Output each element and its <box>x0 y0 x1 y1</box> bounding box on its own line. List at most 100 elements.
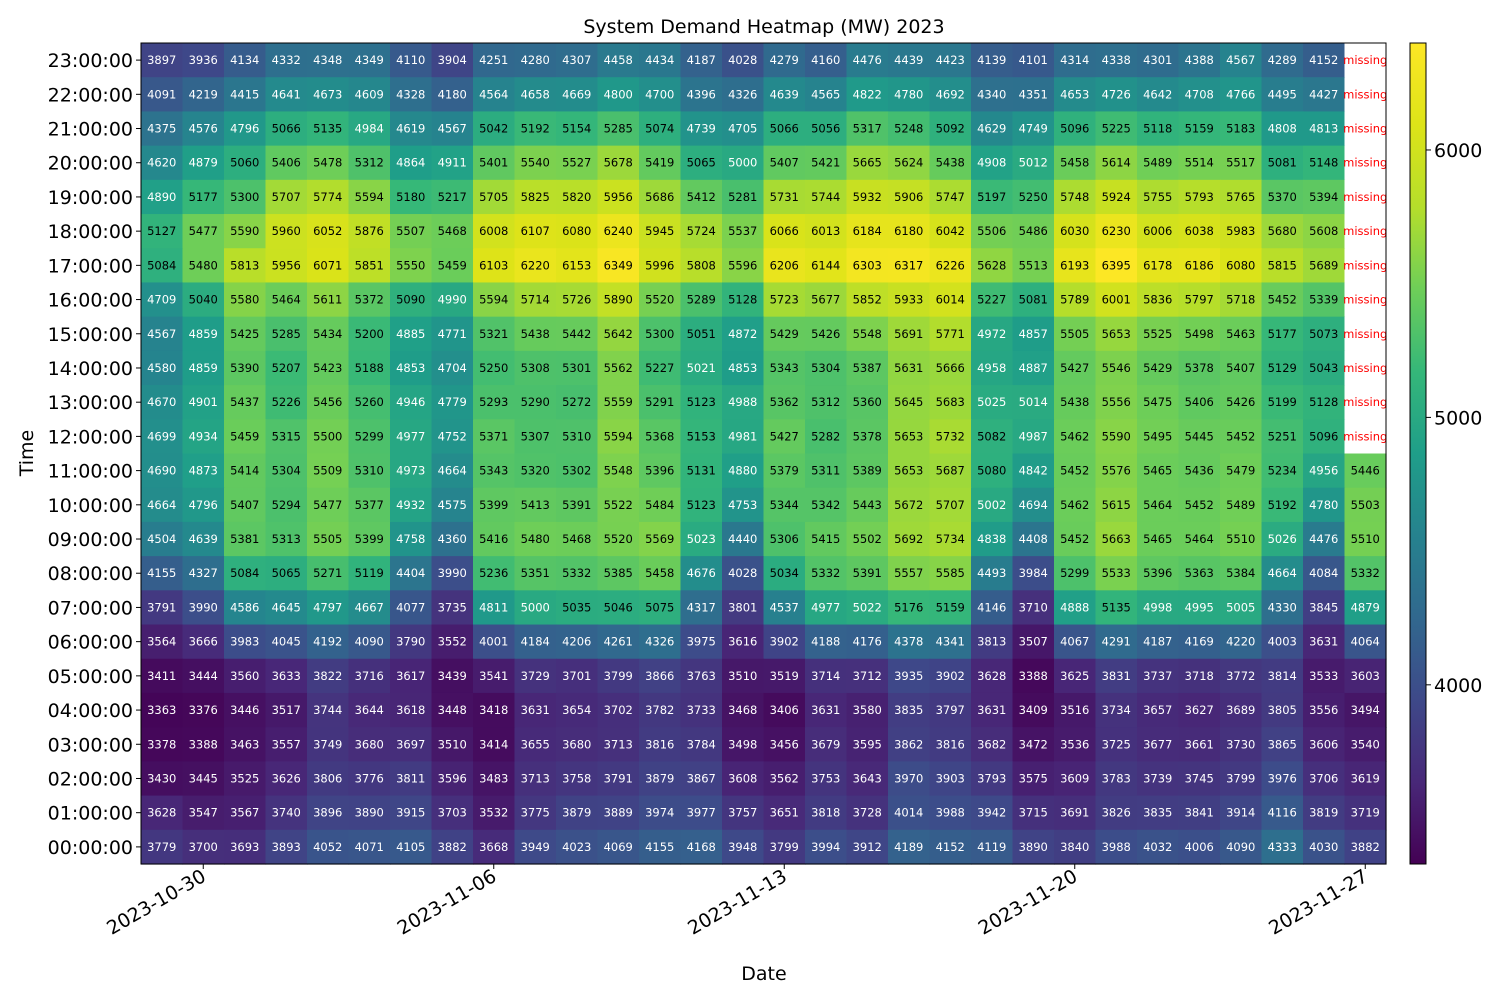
heatmap-cell-label: 3879 <box>645 771 674 785</box>
heatmap-cell <box>888 795 931 831</box>
heatmap-cell-label: 6349 <box>604 258 633 272</box>
heatmap-cell <box>639 487 682 523</box>
heatmap-cell-label: 3814 <box>1268 669 1297 683</box>
heatmap-cell <box>971 761 1014 797</box>
heatmap-cell-label: 5317 <box>853 122 882 136</box>
heatmap-cell-label: 4853 <box>728 361 757 375</box>
heatmap-cell <box>1012 727 1055 762</box>
heatmap-cell-label: 5705 <box>479 190 508 204</box>
heatmap-cell <box>1012 145 1055 181</box>
heatmap-cell <box>1137 624 1180 660</box>
heatmap-cell-label: 5081 <box>1019 293 1048 307</box>
heatmap-cell <box>224 316 267 352</box>
heatmap-cell-label: 3616 <box>728 635 757 649</box>
heatmap-cell-label: missing <box>1343 293 1387 307</box>
heatmap-cell <box>971 385 1014 420</box>
heatmap-cell <box>141 590 184 626</box>
heatmap-cell <box>390 111 433 147</box>
heatmap-cell-label: 5510 <box>1351 532 1380 546</box>
heatmap-cell-label: 5304 <box>811 361 840 375</box>
heatmap-cell-label: 5520 <box>645 293 674 307</box>
heatmap-cell <box>265 214 308 249</box>
heatmap-cell <box>971 795 1014 831</box>
heatmap-cell <box>1012 316 1055 352</box>
heatmap-cell <box>763 727 806 762</box>
x-tick-label: 2023-11-20 <box>975 865 1082 939</box>
heatmap-cell-label: 5459 <box>438 258 467 272</box>
heatmap-cell-label: 3657 <box>1143 703 1172 717</box>
heatmap-cell-label: 4586 <box>230 600 259 614</box>
heatmap-cell-label: 3519 <box>770 669 799 683</box>
heatmap-cell <box>597 179 640 215</box>
heatmap-cell <box>1054 487 1097 523</box>
heatmap-cell-label: 5351 <box>521 566 550 580</box>
heatmap-cell-label: 5312 <box>355 156 384 170</box>
heatmap-cell-label: 3811 <box>396 771 425 785</box>
heatmap-cell-label: 5379 <box>770 464 799 478</box>
heatmap-cell-label: 3603 <box>1351 669 1380 683</box>
heatmap-cell-label: 4261 <box>604 635 633 649</box>
heatmap-cell-label: 5391 <box>853 566 882 580</box>
heatmap-cell-label: 5825 <box>521 190 550 204</box>
heatmap-cell <box>431 727 474 762</box>
heatmap-cell-label: 3735 <box>438 600 467 614</box>
heatmap-cell-label: 3818 <box>811 806 840 820</box>
heatmap-cell-label: 3494 <box>1351 703 1380 717</box>
heatmap-cell-label: 3575 <box>1019 771 1048 785</box>
heatmap-cell <box>1220 453 1263 489</box>
heatmap-cell-label: 4838 <box>977 532 1006 546</box>
heatmap-cell-label: 5820 <box>562 190 591 204</box>
heatmap-cell-label: 5672 <box>894 498 923 512</box>
heatmap-cell <box>1303 521 1346 557</box>
heatmap-cell <box>805 692 848 728</box>
heatmap-cell-label: 5084 <box>230 566 259 580</box>
heatmap-cell <box>888 282 931 318</box>
heatmap-cell <box>722 727 765 762</box>
heatmap-cell-label: 3990 <box>438 566 467 580</box>
heatmap-cell-label: 3706 <box>1309 771 1338 785</box>
heatmap-cell-label: 3841 <box>1185 806 1214 820</box>
heatmap-cell-label: 5081 <box>1268 156 1297 170</box>
heatmap-cell <box>556 111 599 147</box>
heatmap-cell-label: 3949 <box>521 840 550 854</box>
heatmap-cell-label: 5594 <box>355 190 384 204</box>
colorbar-ticks: 4000 5000 6000 <box>1426 140 1482 697</box>
heatmap-cell-label: 4879 <box>189 156 218 170</box>
heatmap-cell <box>1220 179 1263 215</box>
heatmap-cell-label: 6014 <box>936 293 965 307</box>
heatmap-cell-label: 5000 <box>728 156 757 170</box>
heatmap-cell-label: 5480 <box>189 258 218 272</box>
heatmap-cell <box>473 658 516 694</box>
heatmap-cell-label: 5468 <box>438 224 467 238</box>
heatmap-cell <box>680 761 723 797</box>
heatmap-cell <box>390 179 433 215</box>
heatmap-cell-label: 6180 <box>894 224 923 238</box>
heatmap-cell <box>1220 590 1263 626</box>
heatmap-cell-label: 5197 <box>977 190 1006 204</box>
heatmap-cell <box>514 316 557 352</box>
heatmap-cell-label: 5707 <box>272 190 301 204</box>
heatmap-cell <box>1095 179 1138 215</box>
heatmap-cell-label: missing <box>1343 361 1387 375</box>
heatmap-cell-label: 4641 <box>272 87 301 101</box>
heatmap-cell <box>390 453 433 489</box>
heatmap-cell-label: 4859 <box>189 327 218 341</box>
heatmap-cell-label: 4434 <box>645 53 674 67</box>
heatmap-cell <box>1095 111 1138 147</box>
heatmap-cell-label: 5678 <box>604 156 633 170</box>
heatmap-cell-label: 4880 <box>728 464 757 478</box>
heatmap-cell <box>1095 487 1138 523</box>
heatmap-cell <box>680 658 723 694</box>
heatmap-cell-label: 4800 <box>604 87 633 101</box>
heatmap-cell <box>390 624 433 660</box>
heatmap-cell <box>722 248 765 284</box>
heatmap-cell <box>473 829 516 865</box>
heatmap-cell-label: 3799 <box>770 840 799 854</box>
y-tick-label: 00:00:00 <box>48 837 133 859</box>
heatmap-cell <box>556 419 599 455</box>
heatmap-cell-label: 3655 <box>521 737 550 751</box>
heatmap-cell-label: 4995 <box>1185 600 1214 614</box>
heatmap-cell <box>763 145 806 181</box>
heatmap-cell-label: 5426 <box>1226 395 1255 409</box>
heatmap-cell-label: 3626 <box>272 771 301 785</box>
